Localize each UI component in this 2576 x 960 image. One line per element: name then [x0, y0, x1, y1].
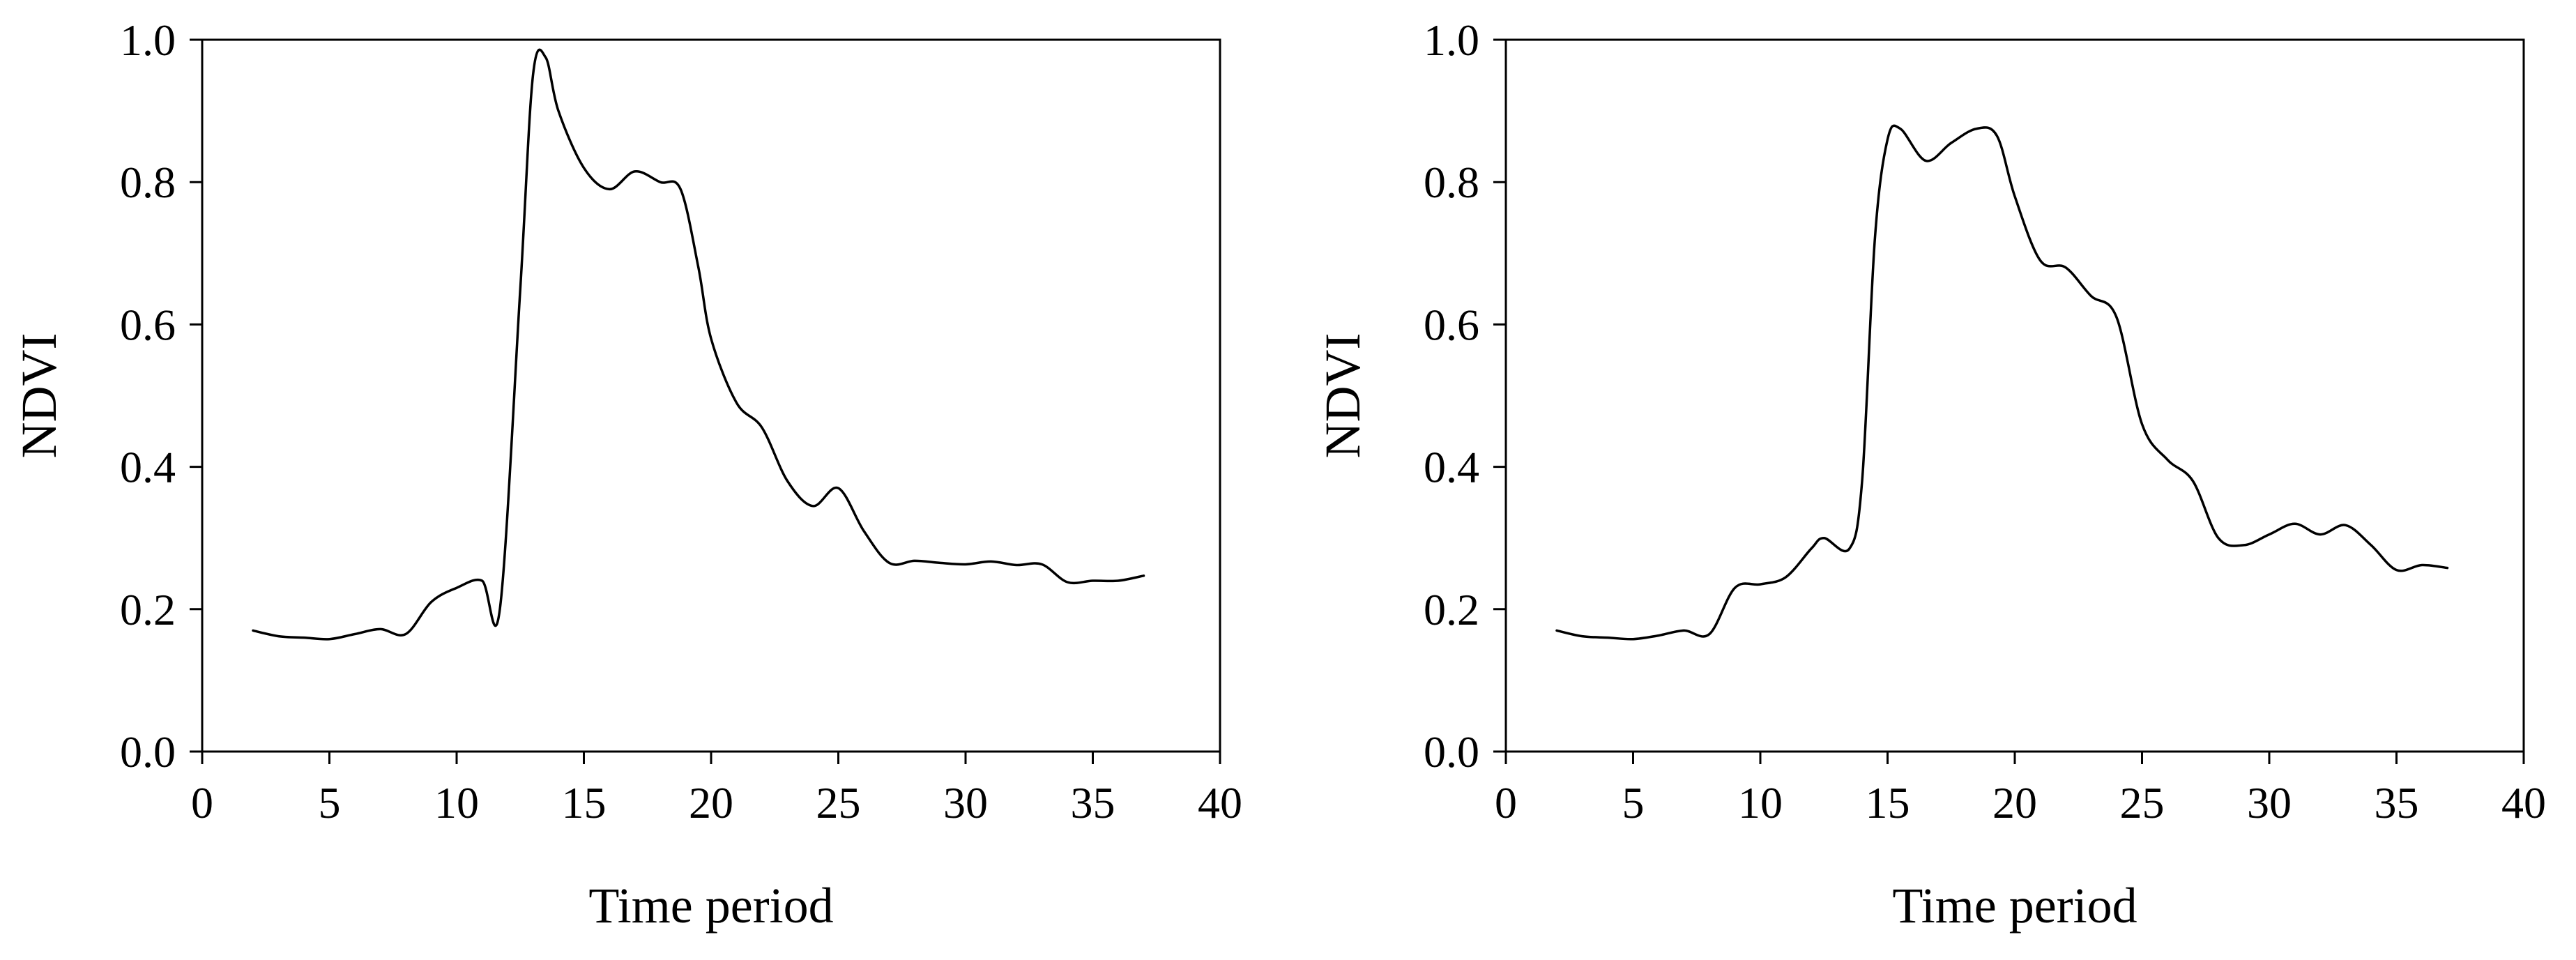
left-x-tick-label: 5 — [319, 778, 341, 828]
right-y-ticks — [1493, 38, 1506, 753]
left-x-tick-label: 30 — [943, 778, 988, 828]
left-y-ticks — [190, 38, 202, 753]
left-x-tick-label: 20 — [689, 778, 733, 828]
left-x-tick-label: 40 — [1198, 778, 1242, 828]
left-x-ticks — [201, 752, 1221, 764]
right-series-group — [1555, 124, 2449, 641]
right-x-tick-label: 20 — [1992, 778, 2037, 828]
right-y-tick-label: 1.0 — [1424, 15, 1479, 65]
left-x-tick-labels: 0 5 10 15 20 25 30 35 40 — [191, 778, 1242, 828]
left-y-axis-label: NDVI — [11, 333, 67, 459]
right-x-tick-labels: 0 5 10 15 20 25 30 35 40 — [1495, 778, 2546, 828]
right-x-ticks — [1504, 752, 2525, 764]
left-x-tick-label: 35 — [1071, 778, 1115, 828]
left-series-group — [252, 48, 1145, 641]
right-y-axis-label: NDVI — [1315, 333, 1371, 459]
left-x-axis-label: Time period — [588, 878, 833, 934]
left-plot-frame — [201, 38, 1221, 753]
right-y-tick-labels: 0.0 0.2 0.4 0.6 0.8 1.0 — [1424, 15, 1479, 777]
left-y-tick-label: 0.8 — [120, 158, 176, 207]
right-y-tick-label: 0.8 — [1424, 158, 1479, 207]
right-y-tick-label: 0.0 — [1424, 727, 1479, 777]
right-x-tick-label: 0 — [1495, 778, 1517, 828]
left-y-tick-label: 0.0 — [120, 727, 176, 777]
right-x-tick-label: 40 — [2501, 778, 2546, 828]
left-chart-panel: 0 5 10 15 20 25 30 35 40 0.0 0.2 0.4 0.6 0.8 1.0 Time… — [11, 15, 1242, 934]
left-y-tick-label: 0.4 — [120, 443, 176, 492]
right-plot-frame — [1504, 38, 2525, 753]
left-x-tick-label: 15 — [562, 778, 607, 828]
left-ndvi-series-line — [252, 48, 1145, 641]
left-y-tick-label: 0.2 — [120, 585, 176, 634]
left-x-tick-label: 10 — [434, 778, 479, 828]
right-x-tick-label: 30 — [2247, 778, 2292, 828]
right-x-tick-label: 35 — [2375, 778, 2419, 828]
left-x-tick-label: 25 — [816, 778, 861, 828]
left-y-tick-label: 1.0 — [120, 15, 176, 65]
right-y-tick-label: 0.4 — [1424, 443, 1479, 492]
right-chart-panel: 0 5 10 15 20 25 30 35 40 0.0 0.2 0.4 0.6 0.8 1.0 Time… — [1315, 15, 2546, 934]
left-y-tick-labels: 0.0 0.2 0.4 0.6 0.8 1.0 — [120, 15, 176, 777]
right-x-tick-label: 25 — [2120, 778, 2165, 828]
right-x-tick-label: 15 — [1866, 778, 1910, 828]
right-ndvi-series-line — [1555, 124, 2449, 641]
right-x-tick-label: 10 — [1738, 778, 1783, 828]
left-x-tick-label: 0 — [191, 778, 213, 828]
left-y-tick-label: 0.6 — [120, 300, 176, 349]
right-y-tick-label: 0.6 — [1424, 300, 1479, 349]
right-x-tick-label: 5 — [1622, 778, 1645, 828]
right-x-axis-label: Time period — [1892, 878, 2137, 934]
right-y-tick-label: 0.2 — [1424, 585, 1479, 634]
